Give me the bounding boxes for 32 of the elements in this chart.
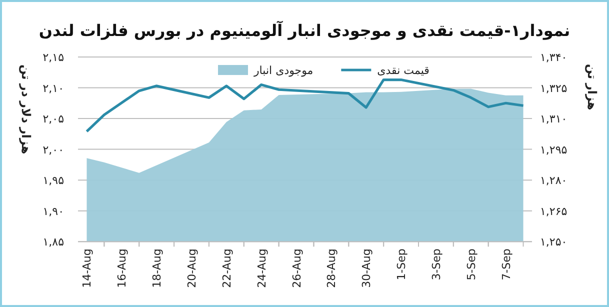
y-tick-label: ۲,۰۵ bbox=[42, 112, 64, 126]
y2-tick-label: ۱,۳۲۵ bbox=[540, 82, 568, 95]
y2-tick-label: ۱,۳۱۰ bbox=[540, 112, 568, 126]
x-tick-label: 28-Aug bbox=[325, 248, 338, 288]
x-tick-label: 30-Aug bbox=[360, 248, 374, 288]
y-tick-label: ۲,۱۵ bbox=[42, 51, 64, 64]
y2-tick-label: ۱,۲۵۰ bbox=[540, 236, 568, 249]
x-tick-label: 20-Aug bbox=[186, 248, 198, 288]
x-tick-label: 3-Sep bbox=[430, 248, 443, 280]
y2-tick-label: ۱,۲۸۰ bbox=[540, 174, 568, 188]
x-tick-label: 1-Sep bbox=[395, 248, 408, 280]
y-tick-label: ۲,۱۰ bbox=[42, 82, 64, 95]
y-tick-label: ۱,۹۵ bbox=[42, 174, 64, 188]
legend-label: موجودی انبار bbox=[253, 64, 314, 77]
y2-axis-title: هزار تن bbox=[585, 64, 599, 110]
x-tick-label: 24-Aug bbox=[255, 248, 268, 288]
y-tick-label: ۱,۸۵ bbox=[42, 236, 64, 249]
x-tick-label: 7-Sep bbox=[500, 248, 513, 280]
legend-label: قیمت نقدی bbox=[377, 64, 430, 77]
y-tick-label: ۱,۹۰ bbox=[42, 204, 64, 218]
y-axis-title: هزار دلار در تن bbox=[19, 64, 33, 154]
y2-tick-label: ۱,۲۹۵ bbox=[540, 143, 568, 156]
y2-tick-label: ۱,۳۴۰ bbox=[540, 51, 568, 64]
x-tick-label: 14-Aug bbox=[80, 248, 94, 288]
y-tick-label: ۲,۰۰ bbox=[42, 143, 64, 156]
x-tick-label: 22-Aug bbox=[220, 248, 234, 288]
chart-title: نمودار۱-قیمت نقدی و موجودی انبار آلومینیوم در بورس فلزات لندن bbox=[38, 20, 570, 40]
x-tick-label: 16-Aug bbox=[116, 248, 129, 288]
y2-tick-label: ۱,۲۶۵ bbox=[540, 204, 568, 218]
x-tick-label: 5-Sep bbox=[464, 248, 478, 280]
x-tick-label: 18-Aug bbox=[150, 248, 164, 288]
x-tick-label: 26-Aug bbox=[290, 248, 304, 288]
